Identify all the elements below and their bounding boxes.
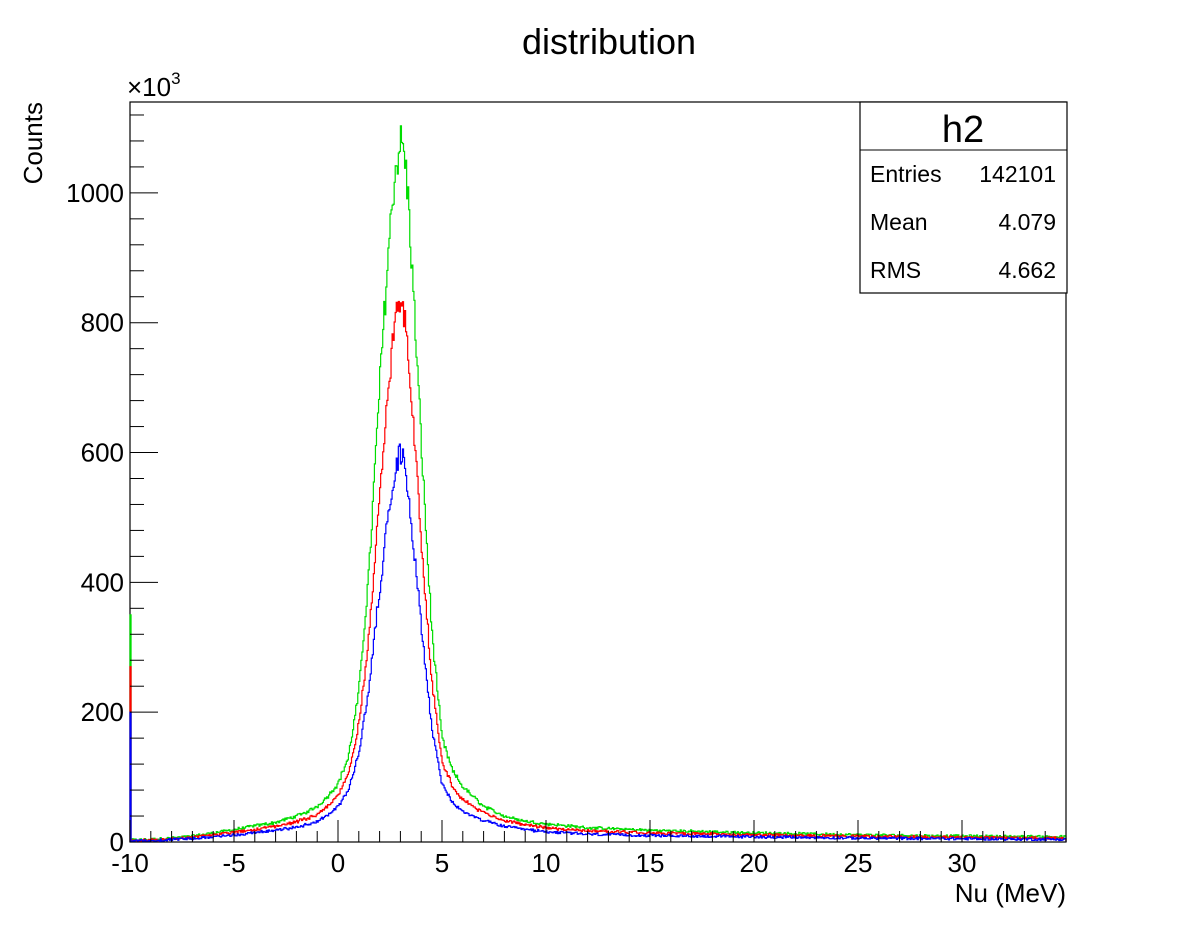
stats-entries-value: 142101 bbox=[979, 161, 1056, 187]
stats-rms-value: 4.662 bbox=[998, 257, 1056, 283]
stats-rms-label: RMS bbox=[870, 257, 921, 283]
x-axis-title: Nu (MeV) bbox=[955, 878, 1066, 908]
x-tick-label: 25 bbox=[844, 848, 873, 878]
stats-box-title: h2 bbox=[942, 109, 984, 151]
y-tick-label: 0 bbox=[110, 827, 124, 857]
series-layer bbox=[129, 125, 1067, 843]
chart-title: distribution bbox=[522, 21, 696, 62]
y-exponent-label: ×103 bbox=[127, 69, 181, 102]
x-tick-label: 10 bbox=[532, 848, 561, 878]
x-tick-label: -5 bbox=[222, 848, 245, 878]
y-tick-label: 600 bbox=[81, 438, 124, 468]
series-line-2 bbox=[129, 443, 1067, 843]
y-axis: 0 200 400 600 800 1000 bbox=[66, 114, 158, 857]
x-tick-label: 30 bbox=[948, 848, 977, 878]
plot-frame bbox=[129, 101, 1067, 843]
y-tick-label: 800 bbox=[81, 308, 124, 338]
x-tick-label: 0 bbox=[331, 848, 345, 878]
series-line-1 bbox=[129, 300, 1067, 843]
stats-entries-label: Entries bbox=[870, 161, 942, 187]
y-tick-label: 200 bbox=[81, 697, 124, 727]
x-tick-label: 15 bbox=[636, 848, 665, 878]
stats-box: h2 Entries 142101 Mean 4.079 RMS 4.662 bbox=[859, 101, 1068, 294]
y-tick-label: 400 bbox=[81, 567, 124, 597]
x-tick-label: 20 bbox=[740, 848, 769, 878]
y-exponent-base: ×10 bbox=[127, 72, 171, 102]
x-axis: -10 -5 0 5 10 15 20 25 30 bbox=[111, 820, 1067, 878]
y-tick-label: 1000 bbox=[66, 178, 124, 208]
stats-box-frame bbox=[859, 101, 1068, 294]
stats-mean-label: Mean bbox=[870, 209, 928, 235]
y-axis-title: Counts bbox=[18, 102, 48, 184]
x-tick-label: -10 bbox=[111, 848, 149, 878]
y-exponent-power: 3 bbox=[171, 69, 180, 88]
stats-mean-value: 4.079 bbox=[998, 209, 1056, 235]
x-tick-label: 5 bbox=[435, 848, 449, 878]
